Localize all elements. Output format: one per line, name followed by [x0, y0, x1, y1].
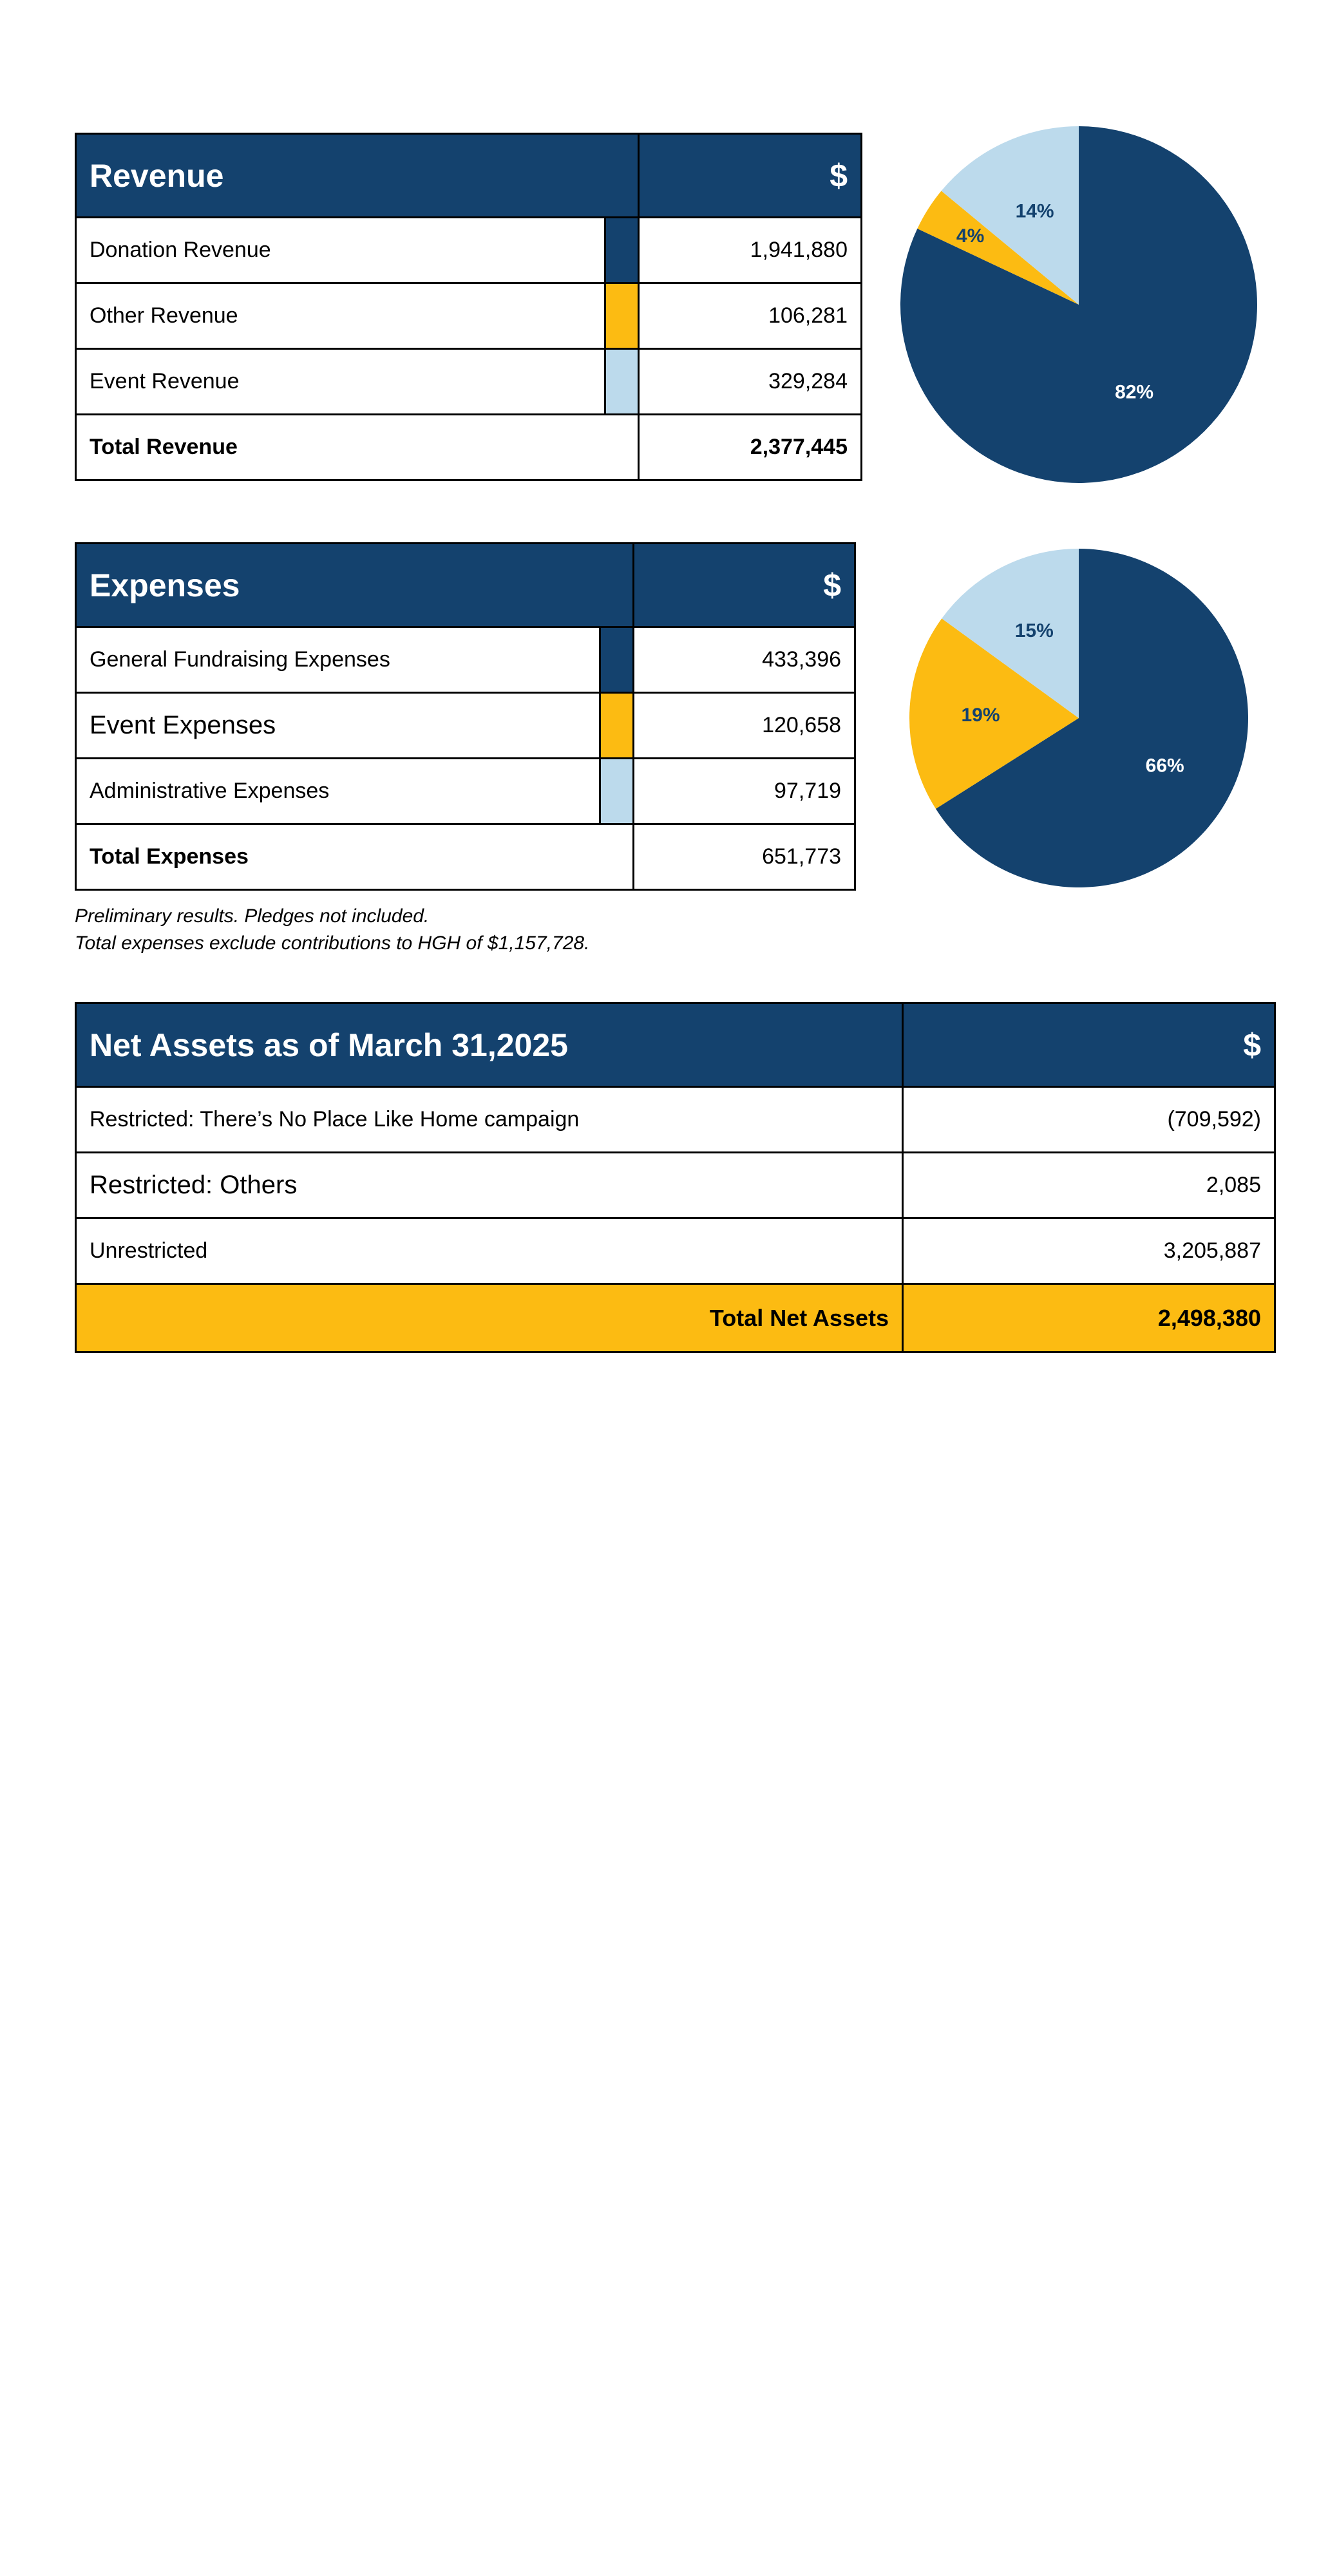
pie-slice	[909, 618, 1079, 809]
expenses-pie-chart: 66% 19% 15%	[909, 549, 1248, 887]
revenue-row-value: 1,941,880	[638, 216, 862, 284]
expenses-table: Expenses $ General Fundraising Expenses …	[74, 542, 857, 891]
expenses-header-row: Expenses $	[74, 542, 857, 628]
table-row: General Fundraising Expenses 433,396	[75, 626, 857, 694]
revenue-row-label: Donation Revenue	[75, 216, 606, 284]
net-assets-row-label: Restricted: There’s No Place Like Home c…	[75, 1086, 904, 1153]
legend-swatch	[598, 757, 635, 825]
pie-slice	[941, 126, 1079, 305]
revenue-row-label: Event Revenue	[75, 348, 606, 415]
revenue-total-label: Total Revenue	[75, 413, 640, 481]
net-assets-title: Net Assets as of March 31,2025	[75, 1002, 904, 1088]
table-row: Unrestricted 3,205,887	[75, 1217, 1276, 1285]
expenses-row-value: 433,396	[632, 626, 857, 694]
expenses-row-label: Administrative Expenses	[75, 757, 601, 825]
expenses-row-label: Event Expenses	[75, 692, 601, 759]
expenses-total-value: 651,773	[632, 823, 857, 891]
revenue-header-row: Revenue $	[75, 133, 862, 218]
expenses-row-value: 120,658	[632, 692, 857, 759]
legend-swatch	[604, 348, 640, 415]
pie-slice	[935, 549, 1248, 887]
revenue-total-row: Total Revenue 2,377,445	[75, 413, 862, 481]
table-row: Donation Revenue 1,941,880	[75, 216, 862, 284]
table-row: Restricted: There’s No Place Like Home c…	[75, 1086, 1276, 1153]
legend-swatch	[604, 282, 640, 350]
pie-slice-label: 19%	[962, 705, 1000, 726]
footnote-line: Preliminary results. Pledges not include…	[75, 905, 430, 927]
expenses-title: Expenses	[74, 542, 635, 628]
expenses-row-value: 97,719	[632, 757, 857, 825]
pie-slice-label: 66%	[1146, 755, 1184, 776]
footnotes: Preliminary results. Pledges not include…	[75, 903, 589, 957]
net-assets-total-row: Total Net Assets 2,498,380	[75, 1283, 1276, 1353]
expenses-total-row: Total Expenses 651,773	[74, 823, 857, 891]
table-row: Restricted: Others 2,085	[75, 1151, 1276, 1219]
net-assets-row-label: Restricted: Others	[75, 1151, 904, 1219]
net-assets-row-label: Unrestricted	[75, 1217, 904, 1285]
table-row: Administrative Expenses 97,719	[75, 757, 857, 825]
pie-slice	[917, 191, 1079, 305]
legend-swatch	[598, 626, 635, 694]
net-assets-row-value: 2,085	[902, 1151, 1276, 1219]
pie-slice-label: 4%	[956, 225, 984, 247]
pie-slice-label: 82%	[1115, 382, 1153, 403]
revenue-table: Revenue $ Donation Revenue 1,941,880 Oth…	[75, 133, 862, 481]
net-assets-currency-header: $	[902, 1002, 1276, 1088]
revenue-title: Revenue	[75, 133, 640, 218]
revenue-pie-chart: 82% 4% 14%	[900, 126, 1257, 483]
legend-swatch	[598, 692, 635, 759]
footnote-line: Total expenses exclude contributions to …	[75, 933, 590, 954]
table-row: Other Revenue 106,281	[75, 282, 862, 350]
net-assets-row-value: 3,205,887	[902, 1217, 1276, 1285]
table-row: Event Revenue 329,284	[75, 348, 862, 415]
legend-swatch	[604, 216, 640, 284]
revenue-row-value: 106,281	[638, 282, 862, 350]
net-assets-table: Net Assets as of March 31,2025 $ Restric…	[75, 1002, 1276, 1353]
net-assets-row-value: (709,592)	[902, 1086, 1276, 1153]
expenses-currency-header: $	[632, 542, 857, 628]
net-assets-total-value: 2,498,380	[902, 1283, 1276, 1353]
pie-slice-label: 15%	[1015, 620, 1054, 641]
net-assets-total-label: Total Net Assets	[75, 1283, 904, 1353]
net-assets-header-row: Net Assets as of March 31,2025 $	[75, 1002, 1276, 1088]
pie-slice-label: 14%	[1016, 201, 1054, 222]
expenses-row-label: General Fundraising Expenses	[75, 626, 601, 694]
revenue-total-value: 2,377,445	[638, 413, 862, 481]
revenue-currency-header: $	[638, 133, 862, 218]
revenue-row-label: Other Revenue	[75, 282, 606, 350]
expenses-total-label: Total Expenses	[74, 823, 635, 891]
pie-slice	[942, 549, 1079, 718]
table-row: Event Expenses 120,658	[75, 692, 857, 759]
revenue-row-value: 329,284	[638, 348, 862, 415]
